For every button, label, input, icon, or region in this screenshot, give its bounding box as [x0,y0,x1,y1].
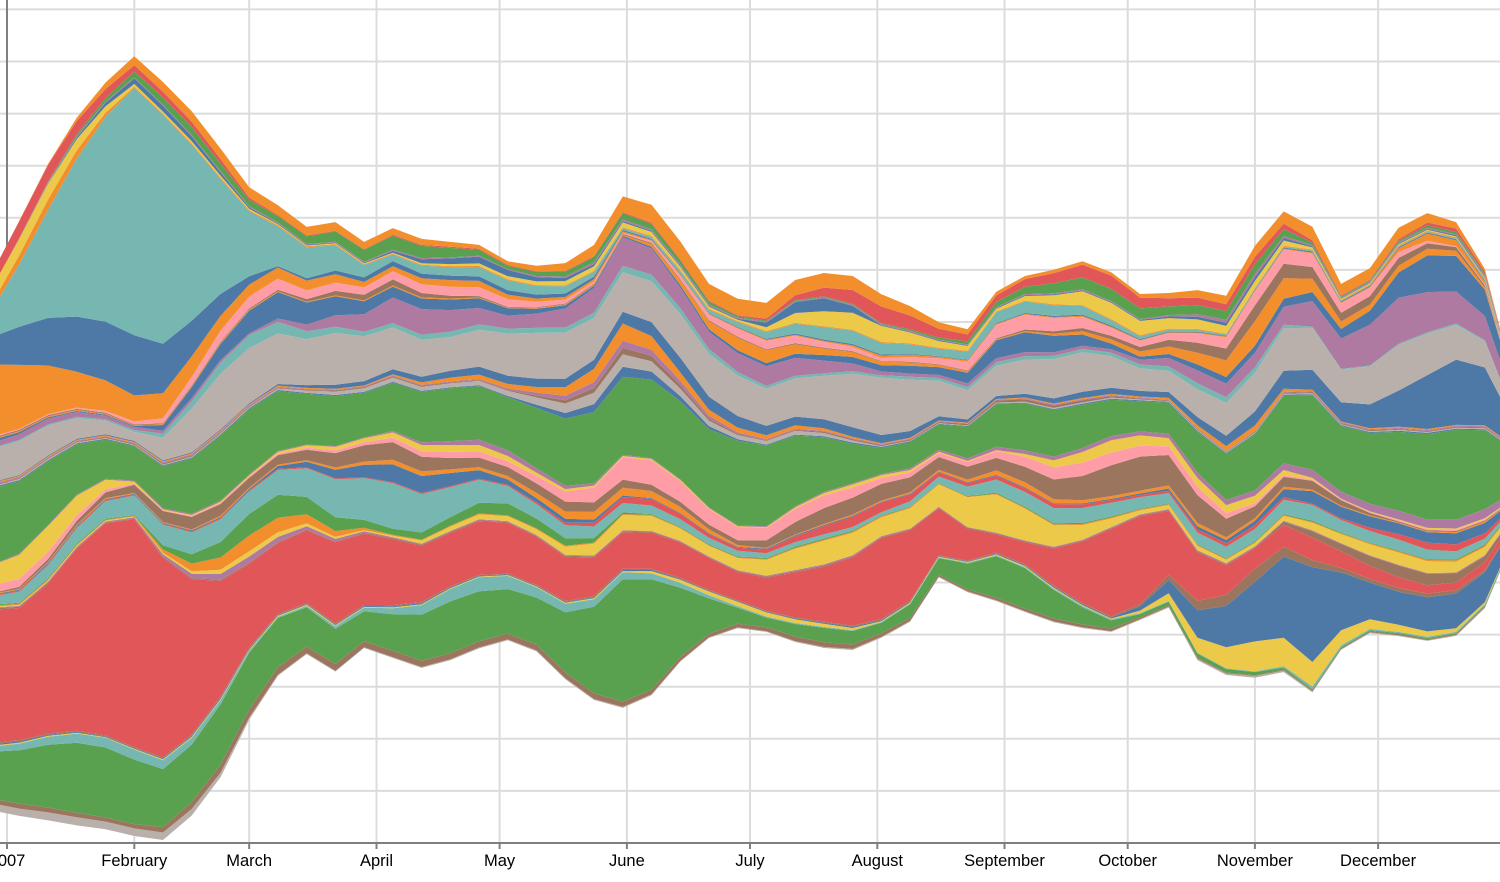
svg-text:September: September [964,852,1045,870]
svg-text:October: October [1098,852,1157,870]
svg-text:2007: 2007 [0,852,25,870]
svg-text:December: December [1340,852,1417,870]
svg-text:July: July [735,852,765,870]
svg-text:April: April [360,852,393,870]
svg-text:June: June [609,852,645,870]
svg-text:February: February [101,852,168,870]
svg-text:August: August [852,852,904,870]
svg-text:May: May [484,852,516,870]
svg-text:November: November [1217,852,1294,870]
svg-text:March: March [226,852,272,870]
